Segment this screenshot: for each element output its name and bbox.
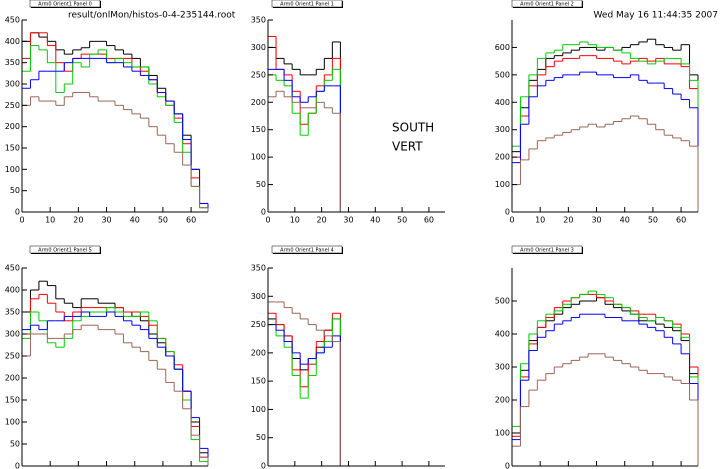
- panel-title: Arm0 Orient1 Panel 0: [38, 2, 92, 8]
- file-name: result/onlMon/histos-0-4-235144.root: [68, 11, 236, 21]
- y-tick-label: 450: [5, 16, 20, 25]
- title-box: [511, 245, 583, 254]
- label-south: SOUTH: [392, 121, 434, 135]
- y-tick-label: 200: [495, 396, 510, 405]
- y-tick-label: 200: [251, 98, 266, 107]
- y-tick-label: 300: [495, 125, 510, 134]
- x-tick-label: 30: [343, 216, 353, 225]
- x-tick-label: 40: [620, 216, 630, 225]
- x-tick-label: 10: [535, 216, 545, 225]
- y-tick-label: 50: [256, 180, 266, 189]
- y-tick-label: 0: [261, 208, 266, 217]
- y-tick-label: 150: [5, 396, 20, 405]
- y-tick-label: 300: [251, 43, 266, 52]
- x-tick-label: 30: [591, 216, 601, 225]
- title-box: [29, 0, 101, 8]
- y-tick-label: 300: [495, 363, 510, 372]
- x-tick-label: 50: [397, 216, 407, 225]
- y-tick-label: 300: [5, 330, 20, 339]
- y-tick-label: 50: [256, 433, 266, 442]
- x-tick-label: 0: [19, 216, 24, 225]
- y-tick-label: 0: [15, 462, 20, 469]
- panel-title: Arm0 Orient1 Panel 3: [520, 248, 574, 254]
- y-tick-label: 100: [495, 180, 510, 189]
- x-tick-label: 50: [648, 216, 658, 225]
- x-tick-label: 0: [265, 216, 270, 225]
- y-tick-label: 350: [5, 308, 20, 317]
- y-tick-label: 200: [251, 348, 266, 357]
- y-tick-label: 100: [5, 418, 20, 427]
- x-tick-label: 10: [45, 216, 55, 225]
- y-tick-label: 250: [251, 320, 266, 329]
- y-tick-label: 350: [5, 58, 20, 67]
- x-tick-label: 60: [186, 216, 196, 225]
- panel-title: Arm0 Orient1 Panel 1: [280, 2, 334, 8]
- y-tick-label: 350: [251, 16, 266, 25]
- y-tick-label: 0: [261, 462, 266, 469]
- y-tick-label: 150: [251, 377, 266, 386]
- y-tick-label: 250: [5, 352, 20, 361]
- panel-title: Arm0 Orient1 Panel 5: [38, 248, 92, 254]
- title-box: [511, 0, 583, 8]
- x-tick-label: 0: [509, 216, 514, 225]
- y-tick-label: 200: [5, 122, 20, 131]
- y-tick-label: 100: [251, 153, 266, 162]
- panel-title: Arm0 Orient1 Panel 4: [280, 248, 334, 254]
- x-tick-label: 60: [424, 216, 434, 225]
- y-tick-label: 400: [5, 37, 20, 46]
- x-tick-label: 20: [73, 216, 83, 225]
- y-tick-label: 0: [505, 208, 510, 217]
- y-tick-label: 300: [5, 80, 20, 89]
- y-tick-label: 0: [505, 462, 510, 469]
- x-tick-label: 40: [370, 216, 380, 225]
- x-tick-label: 30: [101, 216, 111, 225]
- y-tick-label: 500: [495, 70, 510, 79]
- y-tick-label: 400: [5, 286, 20, 295]
- panel-title: Arm0 Orient1 Panel 2: [520, 2, 574, 8]
- y-tick-label: 100: [5, 165, 20, 174]
- x-tick-label: 20: [563, 216, 573, 225]
- y-tick-label: 400: [495, 330, 510, 339]
- y-tick-label: 600: [495, 43, 510, 52]
- y-tick-label: 400: [495, 98, 510, 107]
- y-tick-label: 250: [251, 70, 266, 79]
- x-tick-label: 10: [290, 216, 300, 225]
- date: Wed May 16 11:44:35 2007: [594, 11, 718, 21]
- y-tick-label: 150: [251, 125, 266, 134]
- y-tick-label: 200: [5, 374, 20, 383]
- x-tick-label: 60: [676, 216, 686, 225]
- y-tick-label: 350: [251, 264, 266, 273]
- y-tick-label: 0: [15, 208, 20, 217]
- y-tick-label: 250: [5, 101, 20, 110]
- y-tick-label: 150: [5, 144, 20, 153]
- title-box: [271, 245, 343, 254]
- x-tick-label: 50: [158, 216, 168, 225]
- y-tick-label: 200: [495, 153, 510, 162]
- label-vert: VERT: [392, 140, 423, 154]
- y-tick-label: 100: [251, 405, 266, 414]
- y-tick-label: 500: [495, 297, 510, 306]
- title-box: [29, 245, 101, 254]
- x-tick-label: 40: [130, 216, 140, 225]
- y-tick-label: 50: [10, 440, 20, 449]
- y-tick-label: 50: [10, 186, 20, 195]
- y-tick-label: 300: [251, 292, 266, 301]
- y-tick-label: 100: [495, 429, 510, 438]
- y-tick-label: 450: [5, 264, 20, 273]
- x-tick-label: 20: [317, 216, 327, 225]
- title-box: [271, 0, 343, 8]
